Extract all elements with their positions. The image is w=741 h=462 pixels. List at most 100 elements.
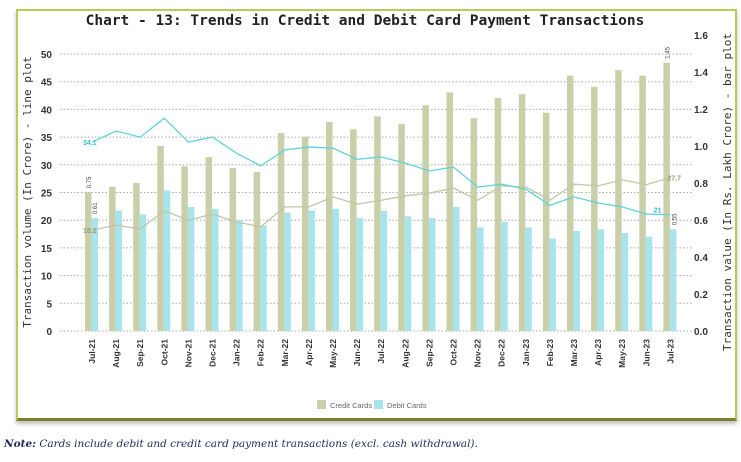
x-tick-label: Sep-22: [424, 339, 434, 367]
right-tick-label: 0.8: [694, 179, 708, 190]
credit-card-bar: [567, 75, 574, 331]
x-tick-label: Mar-22: [280, 339, 290, 367]
x-tick-label: Oct-21: [159, 339, 169, 366]
debit-card-bar: [260, 225, 267, 331]
x-tick-label: Jul-21: [87, 339, 97, 364]
left-tick-label: 20: [41, 216, 53, 227]
data-label: 0.55: [672, 213, 678, 225]
left-tick-label: 25: [41, 189, 53, 200]
x-tick-label: May-23: [617, 339, 627, 368]
credit-card-bar: [494, 97, 502, 332]
debit-card-bar: [404, 216, 412, 331]
debit-card-bar: [187, 207, 195, 331]
credit-card-bar: [663, 62, 670, 331]
chart-title: Chart - 13: Trends in Credit and Debit C…: [86, 13, 645, 29]
credit-card-bar: [133, 183, 140, 331]
credit-card-bar: [277, 133, 285, 331]
right-tick-label: 0.2: [694, 290, 708, 301]
note-text: Cards include debit and credit card paym…: [36, 438, 478, 450]
left-tick-label: 5: [46, 299, 52, 310]
x-tick-label: Apr-22: [304, 339, 314, 366]
right-tick-label: 0.6: [694, 216, 708, 227]
left-tick-label: 10: [41, 272, 53, 283]
debit-card-bar: [380, 210, 388, 331]
data-label: 27.7: [667, 176, 681, 183]
debit-card-bar: [428, 218, 436, 331]
x-tick-label: May-22: [328, 339, 338, 368]
x-tick-label: Jan-23: [521, 339, 531, 366]
credit-card-bar: [350, 129, 357, 331]
left-tick-label: 30: [41, 161, 53, 172]
legend-swatch-debit: [374, 400, 383, 409]
left-tick-label: 50: [41, 50, 53, 61]
x-tick-label: Aug-21: [111, 339, 121, 368]
data-label: 1.45: [665, 46, 671, 58]
right-tick-label: 1.0: [694, 142, 708, 153]
legend-swatch-credit: [317, 400, 326, 409]
credit-card-bar: [398, 123, 405, 331]
x-tick-label: Mar-23: [569, 339, 579, 367]
x-tick-label: Dec-22: [497, 339, 507, 367]
data-label: 0.75: [87, 176, 93, 188]
credit-card-bar: [374, 116, 381, 332]
credit-card-bar: [229, 168, 237, 331]
credit-card-bar: [109, 186, 116, 331]
left-tick-label: 15: [41, 244, 53, 255]
debit-card-bar: [139, 214, 147, 331]
credit-card-bar: [326, 121, 333, 331]
x-tick-label: Jan-22: [232, 339, 242, 366]
credit-card-bar: [181, 166, 188, 331]
credit-card-bar: [470, 118, 478, 331]
debit-card-bar: [91, 218, 98, 331]
credit-card-bar: [615, 70, 622, 332]
right-tick-label: 0.0: [694, 327, 708, 338]
x-tick-label: Sep-21: [135, 339, 145, 367]
right-tick-label: 1.4: [694, 68, 708, 79]
x-tick-label: Feb-22: [256, 339, 266, 367]
x-tick-label: Aug-22: [400, 339, 410, 368]
debit-card-bar: [525, 227, 532, 331]
right-tick-label: 0.4: [694, 253, 708, 264]
debit-card-bar: [284, 212, 291, 331]
credit-card-bar: [446, 92, 453, 331]
left-tick-label: 0: [46, 327, 52, 338]
debit-card-bar: [356, 218, 364, 331]
credit-card-bar: [639, 75, 646, 331]
debit-card-bar: [669, 229, 677, 331]
credit-card-bar: [542, 112, 550, 331]
right-tick-label: 1.2: [694, 105, 708, 116]
data-label: 0.61: [93, 202, 99, 214]
credit-card-volume-line: [91, 176, 671, 231]
legend-label-credit: Credit Cards: [330, 401, 372, 410]
right-axis-title: Transaction value (In Rs. Lakh Crore) - …: [721, 33, 734, 351]
credit-card-bar: [301, 136, 309, 331]
credit-card-bar: [253, 171, 261, 331]
debit-card-bar: [597, 229, 605, 331]
debit-card-bar: [501, 221, 508, 331]
x-tick-label: Apr-23: [593, 339, 603, 366]
credit-card-bar: [85, 192, 92, 331]
x-tick-label: Dec-21: [208, 339, 218, 367]
x-tick-label: Oct-22: [449, 339, 459, 366]
debit-card-bar: [115, 210, 123, 331]
legend: Credit Cards Debit Cards: [317, 400, 427, 410]
credit-card-bar: [591, 86, 598, 331]
debit-card-bar: [549, 238, 556, 331]
footnote: Note: Cards include debit and credit car…: [4, 438, 478, 450]
combo-chart: Chart - 13: Trends in Credit and Debit C…: [21, 13, 734, 410]
x-tick-label: Nov-22: [473, 339, 483, 368]
left-axis-title: Transaction volume (In Crore) - line plo…: [21, 56, 34, 328]
x-tick-label: Jul-22: [376, 339, 386, 364]
right-tick-label: 1.6: [694, 31, 708, 42]
debit-card-bar: [477, 227, 484, 331]
x-tick-label: Nov-21: [183, 339, 193, 368]
data-label: 18.2: [83, 228, 97, 235]
credit-card-bar: [518, 94, 526, 331]
credit-card-bar: [205, 157, 212, 331]
debit-card-bar: [212, 208, 219, 331]
debit-card-bar: [573, 231, 580, 331]
debit-card-bar: [453, 207, 460, 331]
debit-card-bar: [332, 208, 339, 331]
debit-card-bar: [163, 190, 171, 331]
debit-card-bar: [621, 232, 629, 331]
